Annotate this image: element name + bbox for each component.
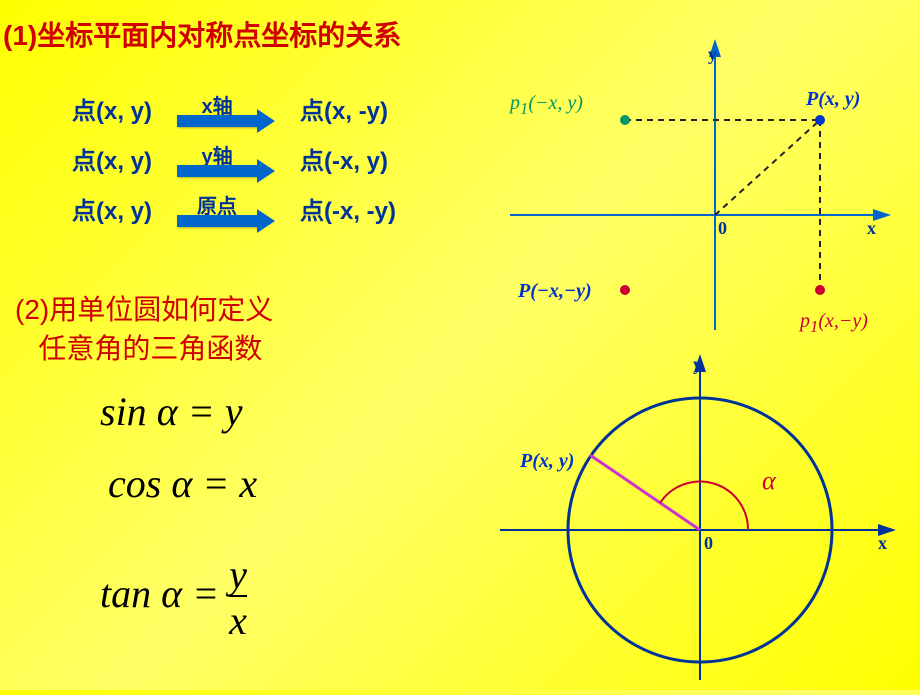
title-section-2: (2)用单位圆如何定义 任意角的三角函数: [15, 290, 273, 368]
eq-tan: tan α = y x: [100, 555, 247, 641]
diagram-unit-circle: y x 0 P(x, y) α: [490, 350, 910, 690]
origin-label: 0: [704, 533, 713, 554]
arrow-icon: [177, 215, 257, 227]
arrow-icon: [177, 165, 257, 177]
x-axis-label: x: [867, 218, 876, 239]
diagram-symmetry: y x 0 P(x, y) p1(−x, y) P(−x,−y) p1(x,−y…: [490, 30, 910, 340]
point-p1-negy-label: p1(x,−y): [800, 310, 868, 337]
point-left: 点(x, y): [72, 141, 152, 176]
unit-circle-svg: [490, 350, 910, 690]
arrow-icon: [177, 115, 257, 127]
point-P-negxy-label: P(−x,−y): [518, 280, 592, 303]
x-axis-label: x: [878, 533, 887, 554]
point-right: 点(-x, y): [300, 141, 388, 176]
symmetry-row-x-axis: 点(x, y) x轴 点(x, -y): [72, 88, 388, 128]
arrow-origin: 原点: [162, 190, 272, 227]
point-left: 点(x, y): [72, 191, 152, 226]
point-right: 点(-x, -y): [300, 191, 396, 226]
title2-line1: (2)用单位圆如何定义: [15, 294, 273, 325]
point-P-label: P(x, y): [806, 88, 860, 111]
eq-cos: cos α = x: [108, 460, 257, 507]
y-axis-label: y: [708, 44, 717, 65]
point-left: 点(x, y): [72, 91, 152, 126]
symmetry-row-origin: 点(x, y) 原点 点(-x, -y): [72, 188, 396, 228]
point-right: 点(x, -y): [300, 91, 388, 126]
frac-num: y: [229, 555, 247, 595]
arrow-y-axis: y轴: [162, 140, 272, 177]
point-p1-negx-label: p1(−x, y): [510, 92, 583, 119]
frac-den: x: [229, 595, 247, 641]
alpha-label: α: [762, 466, 776, 496]
title-section-1: (1)坐标平面内对称点坐标的关系: [3, 14, 401, 54]
symmetry-row-y-axis: 点(x, y) y轴 点(-x, y): [72, 138, 388, 178]
point-P-label: P(x, y): [520, 450, 574, 473]
fraction: y x: [229, 555, 247, 641]
y-axis-label: y: [693, 354, 702, 375]
arrow-x-axis: x轴: [162, 90, 272, 127]
title2-line2: 任意角的三角函数: [38, 333, 262, 364]
eq-sin: sin α = y: [100, 388, 242, 435]
origin-label: 0: [718, 218, 727, 239]
